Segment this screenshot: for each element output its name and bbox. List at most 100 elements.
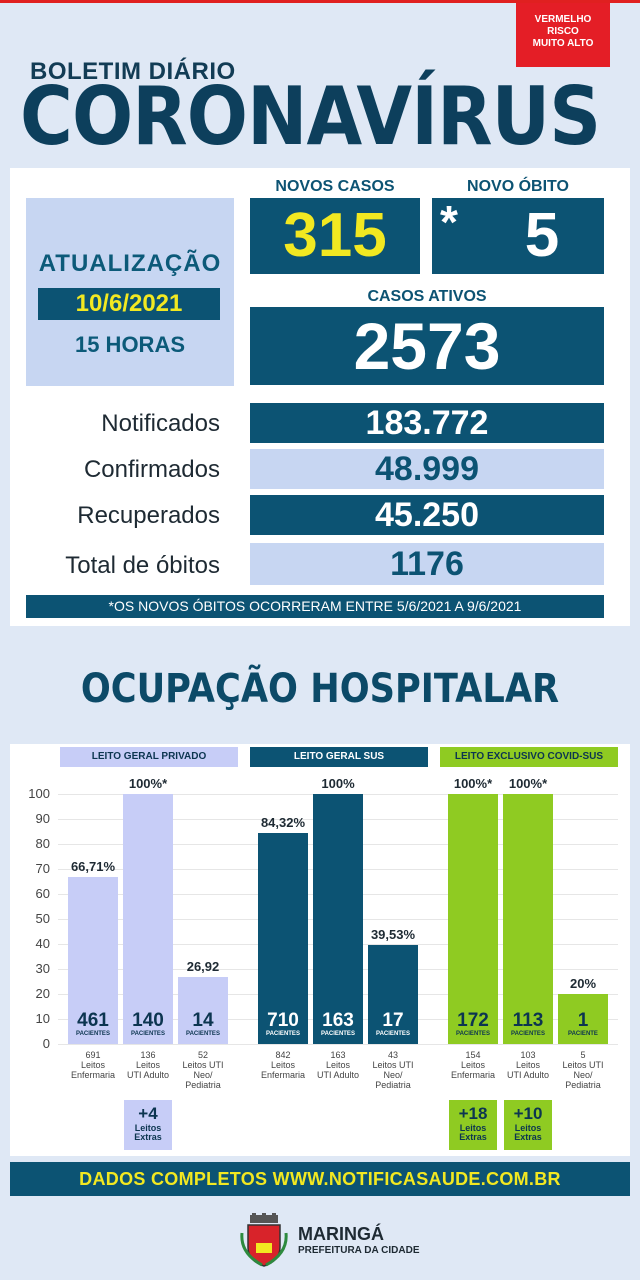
beds-caption-line: UTI Adulto <box>126 1070 170 1080</box>
new-cases-value: 315 <box>250 198 420 274</box>
risk-alert-badge: VERMELHO RISCO MUITO ALTO <box>516 3 610 67</box>
top-red-line <box>0 0 640 3</box>
extra-beds-badge: +4 Leitos Extras <box>124 1100 172 1150</box>
y-tick-label: 100 <box>28 786 50 801</box>
bulletin-subtitle: BOLETIM DIÁRIO <box>30 58 236 85</box>
beds-caption: 842 Leitos Enfermaria <box>250 1050 316 1080</box>
beds-caption: 154 Leitos Enfermaria <box>440 1050 506 1080</box>
patients-count: 163 <box>322 1010 354 1031</box>
extra-beds-count: +18 <box>458 1104 488 1123</box>
beds-caption-line: Enfermaria <box>450 1070 495 1080</box>
beds-caption-line: 691 <box>85 1050 101 1060</box>
beds-caption-line: Neo/ <box>573 1070 593 1080</box>
beds-caption-line: Leitos UTI <box>182 1060 224 1070</box>
patients-label: PACIENTES <box>321 1031 355 1037</box>
asterisk-mark: * <box>440 196 458 248</box>
beds-caption: 136 Leitos UTI Adulto <box>115 1050 181 1080</box>
stat-value-deaths: 1176 <box>250 543 604 585</box>
extra-beds-label: Extras <box>459 1132 487 1142</box>
beds-caption-line: 43 <box>387 1050 398 1060</box>
city-name: MARINGÁ <box>298 1224 384 1244</box>
occupancy-percent-label: 100%* <box>453 776 493 791</box>
hospital-title: OCUPAÇÃO HOSPITALAR <box>80 666 560 712</box>
occupancy-bar <box>258 833 308 1044</box>
occupancy-bar <box>313 794 363 1044</box>
occupancy-percent-label: 20% <box>569 976 597 991</box>
y-tick-label: 30 <box>35 961 50 976</box>
new-death-value: 5 <box>524 201 560 270</box>
beds-caption-line: Leitos <box>325 1060 351 1070</box>
beds-caption-line: Leitos <box>270 1060 296 1070</box>
occupancy-percent-label: 100%* <box>508 776 548 791</box>
extra-beds-count: +10 <box>513 1104 543 1123</box>
beds-caption-line: Leitos <box>80 1060 106 1070</box>
y-tick-label: 10 <box>35 1011 50 1026</box>
y-tick-label: 40 <box>35 936 50 951</box>
extra-beds-label: Extras <box>514 1132 542 1142</box>
beds-caption-line: 52 <box>197 1050 208 1060</box>
extra-beds-count: +4 <box>138 1104 158 1123</box>
beds-caption-line: Enfermaria <box>260 1070 305 1080</box>
alert-line-3: MUITO ALTO <box>532 38 594 49</box>
beds-caption-line: Pediatria <box>565 1080 601 1090</box>
patients-count: 461 <box>77 1010 109 1031</box>
stat-value-confirmed: 48.999 <box>250 449 604 489</box>
beds-caption-line: Leitos UTI <box>562 1060 604 1070</box>
occupancy-bar <box>558 994 608 1044</box>
occupancy-bar <box>68 877 118 1044</box>
occupancy-percent-label: 39,53% <box>370 927 416 942</box>
new-cases-label: NOVOS CASOS <box>275 178 395 195</box>
stat-value-notified: 183.772 <box>250 403 604 443</box>
extra-beds-label: Extras <box>134 1132 162 1142</box>
y-tick-label: 70 <box>35 861 50 876</box>
y-tick-label: 50 <box>35 911 50 926</box>
beds-caption-line: UTI Adulto <box>316 1070 360 1080</box>
y-tick-label: 90 <box>35 811 50 826</box>
patients-label: PACIENTES <box>376 1031 410 1037</box>
stat-label-recovered: Recuperados <box>77 502 220 529</box>
patients-label: PACIENTES <box>511 1031 545 1037</box>
stat-label-deaths: Total de óbitos <box>65 552 220 579</box>
group-header: LEITO GERAL SUS <box>250 747 428 767</box>
new-death-box: * 5 <box>432 196 604 274</box>
occupancy-percent-label: 100% <box>321 776 355 791</box>
beds-caption-line: Leitos UTI <box>372 1060 414 1070</box>
occupancy-percent-label: 66,71% <box>70 859 116 874</box>
beds-caption-line: 154 <box>465 1050 481 1060</box>
footer-link-banner[interactable]: DADOS COMPLETOS WWW.NOTIFICASAUDE.COM.BR <box>10 1162 630 1196</box>
beds-caption-line: Leitos <box>460 1060 486 1070</box>
beds-caption-line: Neo/ <box>193 1070 213 1080</box>
extra-beds-label: Leitos <box>134 1123 162 1133</box>
occupancy-bar <box>448 794 498 1044</box>
patients-count: 710 <box>267 1010 299 1031</box>
y-tick-label: 0 <box>42 1036 50 1051</box>
city-crest-icon <box>240 1213 288 1267</box>
beds-caption: 52 Leitos UTI Neo/Pediatria <box>170 1050 236 1090</box>
beds-caption-line: 103 <box>520 1050 536 1060</box>
update-date: 10/6/2021 <box>38 288 220 320</box>
patients-label: PACIENTES <box>131 1031 165 1037</box>
occupancy-percent-label: 26,92 <box>186 959 220 974</box>
beds-caption-line: Enfermaria <box>70 1070 115 1080</box>
patients-label: PACIENTE <box>568 1031 598 1037</box>
beds-caption-line: Leitos <box>515 1060 541 1070</box>
patients-count: 172 <box>457 1010 489 1031</box>
beds-caption-line: UTI Adulto <box>506 1070 550 1080</box>
patients-count: 113 <box>512 1010 544 1031</box>
y-tick-label: 80 <box>35 836 50 851</box>
beds-caption-line: Pediatria <box>185 1080 221 1090</box>
extra-beds-badge: +18 Leitos Extras <box>449 1100 497 1150</box>
occupancy-bar <box>178 977 228 1044</box>
y-tick-label: 20 <box>35 986 50 1001</box>
group-header: LEITO GERAL PRIVADO <box>60 747 238 767</box>
y-tick-label: 60 <box>35 886 50 901</box>
occupancy-bar <box>123 794 173 1044</box>
alert-line-2: RISCO <box>547 26 579 37</box>
beds-caption-line: 842 <box>275 1050 291 1060</box>
beds-caption-line: Neo/ <box>383 1070 403 1080</box>
patients-label: PACIENTES <box>456 1031 490 1037</box>
alert-line-1: VERMELHO <box>534 14 592 25</box>
patients-count: 17 <box>382 1010 404 1031</box>
new-death-label: NOVO ÓBITO <box>467 178 569 195</box>
patients-label: PACIENTES <box>76 1031 110 1037</box>
